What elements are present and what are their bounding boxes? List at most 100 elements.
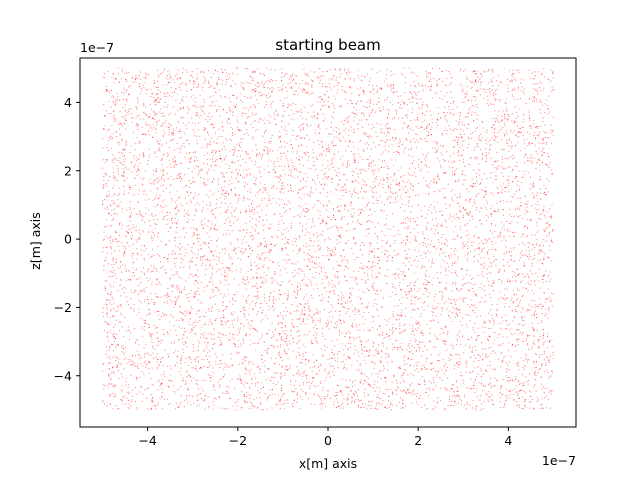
data-point — [341, 332, 343, 334]
data-point — [333, 85, 335, 87]
data-point — [338, 69, 340, 72]
data-point — [247, 281, 250, 283]
data-point — [290, 313, 292, 315]
data-point — [261, 259, 263, 261]
data-point — [202, 243, 204, 245]
data-point — [501, 158, 503, 160]
data-point — [489, 262, 491, 264]
data-point — [213, 385, 215, 388]
data-point — [508, 150, 510, 152]
data-point — [423, 266, 426, 268]
data-point — [415, 395, 418, 398]
data-point — [457, 154, 460, 157]
data-point — [102, 247, 105, 249]
data-point — [386, 336, 389, 338]
data-point — [505, 400, 507, 402]
data-point — [204, 395, 206, 397]
data-point — [517, 180, 519, 182]
data-point — [253, 121, 255, 123]
data-point — [122, 107, 124, 109]
data-point — [518, 333, 520, 335]
data-point — [303, 283, 305, 285]
data-point — [328, 133, 330, 135]
data-point — [232, 303, 234, 305]
data-point — [199, 244, 201, 246]
data-point — [476, 128, 478, 130]
data-point — [232, 154, 234, 156]
data-point — [439, 210, 441, 213]
data-point — [189, 79, 191, 82]
data-point — [527, 308, 529, 311]
data-point — [142, 231, 145, 233]
data-point — [233, 311, 235, 313]
data-point — [195, 135, 198, 137]
data-point — [189, 182, 191, 184]
data-point — [224, 393, 227, 395]
data-point — [224, 211, 227, 213]
data-point — [366, 266, 368, 268]
data-point — [460, 375, 463, 377]
data-point — [386, 361, 388, 363]
data-point — [379, 272, 381, 274]
data-point — [217, 79, 219, 81]
data-point — [522, 176, 524, 178]
data-point — [374, 363, 376, 365]
data-point — [269, 243, 271, 245]
data-point — [180, 262, 182, 264]
data-point — [540, 251, 543, 253]
data-point — [107, 208, 109, 210]
data-point — [283, 393, 285, 395]
data-point — [115, 238, 117, 240]
data-point — [249, 401, 251, 403]
data-point — [402, 262, 404, 264]
data-point — [429, 78, 432, 80]
data-point — [462, 149, 464, 151]
data-point — [259, 73, 262, 75]
data-point — [464, 344, 467, 346]
data-point — [136, 314, 138, 316]
data-point — [171, 92, 173, 94]
data-point — [156, 332, 158, 334]
data-point — [297, 261, 299, 263]
data-point — [491, 303, 493, 306]
data-point — [394, 272, 396, 275]
data-point — [386, 333, 388, 336]
data-point — [159, 397, 161, 400]
data-point — [130, 112, 133, 115]
data-point — [499, 98, 501, 100]
data-point — [420, 209, 422, 211]
data-point — [210, 322, 213, 324]
data-point — [167, 154, 169, 156]
data-point — [255, 84, 257, 86]
data-point — [141, 183, 143, 185]
data-point — [152, 136, 154, 138]
data-point — [251, 217, 254, 220]
data-point — [359, 139, 362, 141]
data-point — [370, 251, 372, 253]
data-point — [149, 182, 151, 184]
data-point — [171, 96, 173, 98]
data-point — [490, 143, 492, 146]
data-point — [366, 204, 368, 206]
data-point — [155, 197, 157, 199]
data-point — [403, 181, 405, 183]
data-point — [353, 190, 355, 192]
data-point — [115, 231, 117, 233]
data-point — [139, 234, 142, 236]
data-point — [133, 155, 135, 157]
data-point — [244, 386, 246, 388]
data-point — [194, 192, 196, 194]
data-point — [413, 80, 415, 82]
data-point — [151, 229, 153, 232]
data-point — [452, 114, 454, 116]
data-point — [120, 201, 122, 203]
data-point — [111, 96, 113, 98]
data-point — [264, 141, 266, 143]
data-point — [114, 118, 116, 120]
data-point — [267, 395, 269, 397]
data-point — [400, 346, 402, 348]
data-point — [162, 365, 164, 367]
data-point — [491, 394, 493, 396]
data-point — [188, 194, 190, 196]
data-point — [190, 227, 192, 229]
